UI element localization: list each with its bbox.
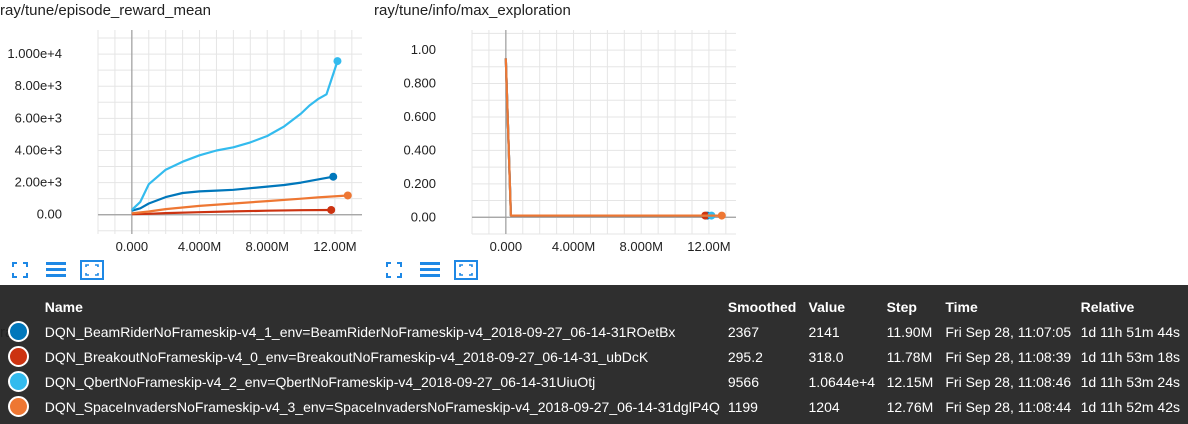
y-tick-label: 1.00: [411, 42, 436, 57]
series-relative: 1d 11h 51m 44s: [1080, 323, 1180, 340]
x-tick-label: 12.00M: [313, 239, 356, 254]
series-smoothed: 1199: [727, 398, 758, 415]
series-end-point-3: [717, 211, 726, 220]
tooltip-header-row: Name Smoothed Value Step Time Relative: [8, 295, 1188, 319]
zoom-box-icon[interactable]: [80, 258, 104, 282]
toggle-lines-icon[interactable]: [418, 258, 442, 282]
series-name: DQN_BeamRiderNoFrameskip-v4_1_env=BeamRi…: [44, 323, 676, 340]
x-tick-label: 4.000M: [178, 239, 221, 254]
grid: [471, 30, 736, 235]
tooltip-header-step: Step: [886, 299, 917, 315]
series-relative: 1d 11h 52m 42s: [1080, 398, 1180, 415]
tooltip-row: DQN_QbertNoFrameskip-v4_2_env=QbertNoFra…: [8, 369, 1188, 394]
series-smoothed: 9566: [727, 373, 759, 390]
series-line-0: [504, 58, 708, 217]
y-tick-label: 6.00e+3: [15, 110, 62, 125]
tooltip-panel: Name Smoothed Value Step Time Relative D…: [0, 285, 1188, 424]
series-name: DQN_QbertNoFrameskip-v4_2_env=QbertNoFra…: [44, 373, 596, 390]
tooltip-header-relative: Relative: [1080, 299, 1135, 315]
y-tick-label: 1.000e+4: [7, 46, 62, 61]
x-tick-label: 12.00M: [687, 239, 730, 254]
series-value: 318.0: [808, 348, 844, 365]
x-tick-label: 0.000: [490, 239, 523, 254]
series-value: 2141: [808, 323, 840, 340]
series-line-0: [131, 175, 334, 212]
series-smoothed: 2367: [727, 323, 759, 340]
x-tick-label: 0.000: [116, 239, 149, 254]
chart-reward: 0.00 2.00e+3 4.00e+3 6.00e+3 8.00e+3 1.000e+4…: [7, 30, 362, 254]
series-swatch-cell: [8, 394, 45, 419]
y-tick-label: 0.800: [403, 76, 436, 91]
series-value: 1204: [808, 398, 840, 415]
tooltip-header-name: Name: [44, 299, 83, 315]
y-tick-label: 0.200: [403, 176, 436, 191]
y-tick-label: 0.00: [37, 207, 62, 222]
series-step: 11.90M: [886, 323, 933, 340]
series-line-2: [131, 60, 339, 211]
series-smoothed: 295.2: [727, 348, 763, 365]
x-tick-label: 8.000M: [620, 239, 663, 254]
toggle-lines-icon[interactable]: [44, 258, 68, 282]
series-swatch-cell: [8, 344, 45, 369]
series-name: DQN_SpaceInvadersNoFrameskip-v4_3_env=Sp…: [44, 398, 720, 415]
tooltip-table: Name Smoothed Value Step Time Relative D…: [8, 295, 1188, 419]
series-swatch-cell: [8, 319, 45, 344]
chart-title-exploration: ray/tune/info/max_exploration: [374, 2, 571, 19]
series-end-point-3: [343, 191, 352, 200]
series-line-3: [504, 58, 722, 217]
y-tick-label: 0.00: [411, 209, 436, 224]
fit-domain-icon[interactable]: [8, 258, 32, 282]
series-relative: 1d 11h 53m 18s: [1080, 348, 1180, 365]
x-tick-label: 4.000M: [552, 239, 595, 254]
fit-domain-icon[interactable]: [382, 258, 406, 282]
series-step: 12.76M: [886, 398, 934, 415]
series-time: Fri Sep 28, 11:07:05: [945, 323, 1072, 340]
series-line-2: [504, 58, 712, 217]
series-relative: 1d 11h 53m 24s: [1080, 373, 1180, 390]
series-color-swatch: [8, 371, 29, 392]
chart-exploration: 0.00 0.200 0.400 0.600 0.800 1.00 0.000 4.000M 8…: [403, 30, 736, 254]
tooltip-row: DQN_BeamRiderNoFrameskip-v4_1_env=BeamRi…: [8, 319, 1188, 344]
tooltip-header-time: Time: [945, 299, 978, 315]
y-tick-label: 0.400: [403, 142, 436, 157]
series-step: 11.78M: [886, 348, 933, 365]
zoom-box-icon[interactable]: [454, 258, 478, 282]
tooltip-header-value: Value: [808, 299, 846, 315]
chart-title-reward: ray/tune/episode_reward_mean: [0, 2, 211, 19]
series-end-point-0: [329, 172, 338, 181]
y-tick-label: 0.600: [403, 109, 436, 124]
series-color-swatch: [8, 396, 29, 417]
tooltip-row: DQN_BreakoutNoFrameskip-v4_0_env=Breakou…: [8, 344, 1188, 369]
y-tick-label: 4.00e+3: [15, 142, 62, 157]
series-color-swatch: [8, 321, 29, 342]
y-tick-label: 2.00e+3: [15, 175, 62, 190]
series-time: Fri Sep 28, 11:08:44: [945, 398, 1072, 415]
x-tick-label: 8.000M: [246, 239, 289, 254]
series-swatch-cell: [8, 369, 45, 394]
series-color-swatch: [8, 346, 29, 367]
series-time: Fri Sep 28, 11:08:39: [945, 348, 1072, 365]
series-step: 12.15M: [886, 373, 934, 390]
y-tick-label: 8.00e+3: [15, 78, 62, 93]
chart-reward-toolbar: [8, 258, 104, 282]
series-line-1: [131, 208, 332, 216]
series-value: 1.0644e+4: [808, 373, 876, 390]
tooltip-header-smoothed: Smoothed: [727, 299, 797, 315]
tooltip-header-swatch: [8, 295, 45, 319]
series-name: DQN_BreakoutNoFrameskip-v4_0_env=Breakou…: [44, 348, 649, 365]
series-time: Fri Sep 28, 11:08:46: [945, 373, 1072, 390]
series-end-point-1: [327, 205, 336, 214]
series-end-point-2: [333, 57, 342, 66]
series-line-3: [131, 194, 348, 215]
tooltip-row: DQN_SpaceInvadersNoFrameskip-v4_3_env=Sp…: [8, 394, 1188, 419]
chart-exploration-toolbar: [382, 258, 478, 282]
